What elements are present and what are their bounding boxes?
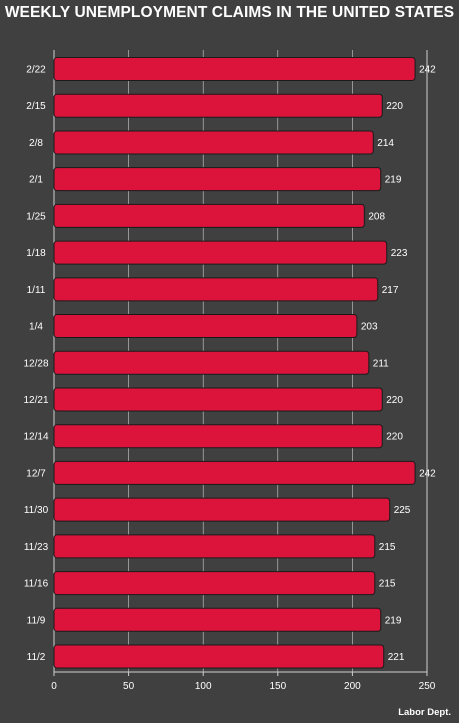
x-tick-label: 100 bbox=[195, 681, 212, 692]
category-labels: 2/22 2/15 2/8 2/1 1/25 1/18 1/11 1/4 12/28 12/21 1… bbox=[23, 65, 48, 664]
value-label: 219 bbox=[385, 615, 402, 626]
category-label: 1/18 bbox=[26, 248, 46, 259]
x-axis: 0 50 100 150 200 250 bbox=[51, 671, 436, 692]
value-label: 221 bbox=[388, 652, 405, 663]
value-label: 220 bbox=[386, 101, 403, 112]
category-label: 2/1 bbox=[29, 175, 43, 186]
x-tick-label: 250 bbox=[419, 681, 436, 692]
bar bbox=[53, 387, 383, 412]
category-label: 11/16 bbox=[24, 579, 49, 590]
bar bbox=[53, 534, 376, 559]
bar bbox=[53, 203, 365, 228]
bar bbox=[53, 240, 388, 265]
x-tick-label: 200 bbox=[344, 681, 361, 692]
value-label: 211 bbox=[373, 358, 389, 369]
category-label: 1/11 bbox=[27, 285, 46, 296]
value-label: 220 bbox=[386, 432, 403, 443]
bar bbox=[53, 497, 391, 522]
bar bbox=[53, 130, 374, 155]
value-label: 219 bbox=[385, 175, 402, 186]
category-label: 2/8 bbox=[29, 138, 43, 149]
bar bbox=[53, 607, 382, 632]
x-tick-label: 50 bbox=[123, 681, 135, 692]
value-label: 225 bbox=[394, 505, 411, 516]
value-labels: 242 220 214 219 208 223 217 203 211 220 220 242 225 2… bbox=[361, 65, 436, 664]
value-label: 208 bbox=[368, 211, 385, 222]
bar bbox=[53, 571, 376, 596]
category-label: 11/2 bbox=[27, 652, 46, 663]
bar bbox=[53, 424, 383, 449]
value-label: 214 bbox=[377, 138, 394, 149]
category-label: 1/4 bbox=[29, 322, 43, 333]
category-label: 12/7 bbox=[26, 468, 46, 479]
bar bbox=[53, 460, 416, 485]
value-label: 223 bbox=[391, 248, 408, 259]
bar bbox=[53, 350, 370, 375]
x-tick-label: 150 bbox=[269, 681, 286, 692]
source-note: Labor Dept. bbox=[398, 707, 451, 718]
bar bbox=[53, 644, 385, 669]
category-label: 11/9 bbox=[27, 615, 46, 626]
bar bbox=[53, 93, 383, 118]
category-label: 11/23 bbox=[24, 542, 49, 553]
category-label: 12/21 bbox=[23, 395, 48, 406]
category-label: 2/22 bbox=[26, 65, 46, 76]
value-label: 215 bbox=[379, 579, 396, 590]
category-label: 2/15 bbox=[26, 101, 46, 112]
x-tick-label: 0 bbox=[51, 681, 57, 692]
category-label: 12/28 bbox=[23, 358, 48, 369]
value-label: 215 bbox=[379, 542, 396, 553]
value-label: 242 bbox=[419, 65, 436, 76]
chart-title: WEEKLY UNEMPLOYMENT CLAIMS IN THE UNITED… bbox=[4, 4, 455, 21]
value-label: 217 bbox=[382, 285, 399, 296]
value-label: 220 bbox=[386, 395, 403, 406]
category-label: 12/14 bbox=[23, 432, 48, 443]
value-label: 242 bbox=[419, 468, 436, 479]
bars bbox=[53, 57, 416, 669]
bar bbox=[53, 57, 416, 81]
value-label: 203 bbox=[361, 322, 378, 333]
bar bbox=[53, 277, 379, 302]
bar bbox=[53, 167, 382, 192]
category-label: 1/25 bbox=[26, 211, 46, 222]
bar bbox=[53, 314, 358, 339]
category-label: 11/30 bbox=[24, 505, 49, 516]
